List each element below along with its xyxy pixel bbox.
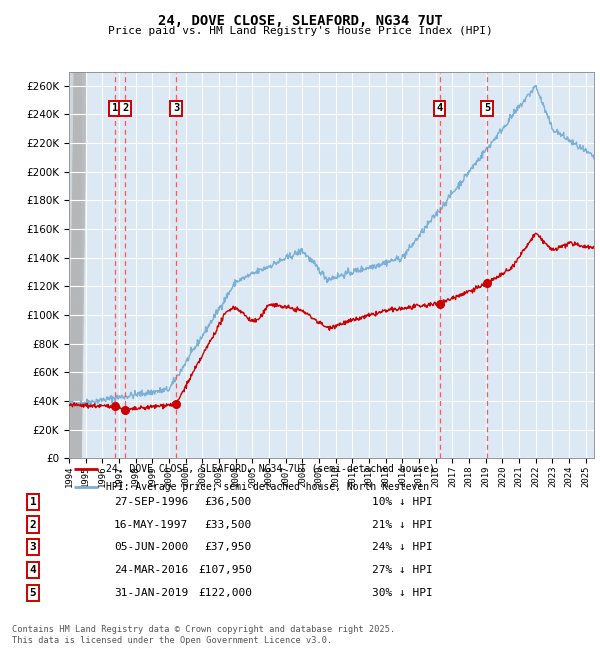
Text: 5: 5 xyxy=(29,588,37,598)
Text: Contains HM Land Registry data © Crown copyright and database right 2025.: Contains HM Land Registry data © Crown c… xyxy=(12,625,395,634)
Text: 10% ↓ HPI: 10% ↓ HPI xyxy=(372,497,433,507)
Bar xyxy=(69,72,82,458)
Text: 24% ↓ HPI: 24% ↓ HPI xyxy=(372,542,433,552)
Text: 3: 3 xyxy=(29,542,37,552)
Text: 24-MAR-2016: 24-MAR-2016 xyxy=(114,565,188,575)
Text: 4: 4 xyxy=(29,565,37,575)
Text: £33,500: £33,500 xyxy=(205,519,252,530)
Text: HPI: Average price, semi-detached house, North Kesteven: HPI: Average price, semi-detached house,… xyxy=(106,482,429,492)
Text: Price paid vs. HM Land Registry's House Price Index (HPI): Price paid vs. HM Land Registry's House … xyxy=(107,26,493,36)
Text: 24, DOVE CLOSE, SLEAFORD, NG34 7UT (semi-detached house): 24, DOVE CLOSE, SLEAFORD, NG34 7UT (semi… xyxy=(106,463,435,474)
Text: This data is licensed under the Open Government Licence v3.0.: This data is licensed under the Open Gov… xyxy=(12,636,332,645)
Text: £107,950: £107,950 xyxy=(198,565,252,575)
Text: 5: 5 xyxy=(484,103,490,113)
Text: 21% ↓ HPI: 21% ↓ HPI xyxy=(372,519,433,530)
Text: 16-MAY-1997: 16-MAY-1997 xyxy=(114,519,188,530)
Text: 05-JUN-2000: 05-JUN-2000 xyxy=(114,542,188,552)
Text: 3: 3 xyxy=(173,103,179,113)
Text: 24, DOVE CLOSE, SLEAFORD, NG34 7UT: 24, DOVE CLOSE, SLEAFORD, NG34 7UT xyxy=(158,14,442,29)
Text: 1: 1 xyxy=(112,103,118,113)
Text: 4: 4 xyxy=(436,103,443,113)
Text: 30% ↓ HPI: 30% ↓ HPI xyxy=(372,588,433,598)
Text: £36,500: £36,500 xyxy=(205,497,252,507)
Text: 2: 2 xyxy=(29,519,37,530)
Text: 27% ↓ HPI: 27% ↓ HPI xyxy=(372,565,433,575)
Text: £37,950: £37,950 xyxy=(205,542,252,552)
Text: 2: 2 xyxy=(122,103,128,113)
Text: 1: 1 xyxy=(29,497,37,507)
Text: 27-SEP-1996: 27-SEP-1996 xyxy=(114,497,188,507)
Text: 31-JAN-2019: 31-JAN-2019 xyxy=(114,588,188,598)
Text: £122,000: £122,000 xyxy=(198,588,252,598)
